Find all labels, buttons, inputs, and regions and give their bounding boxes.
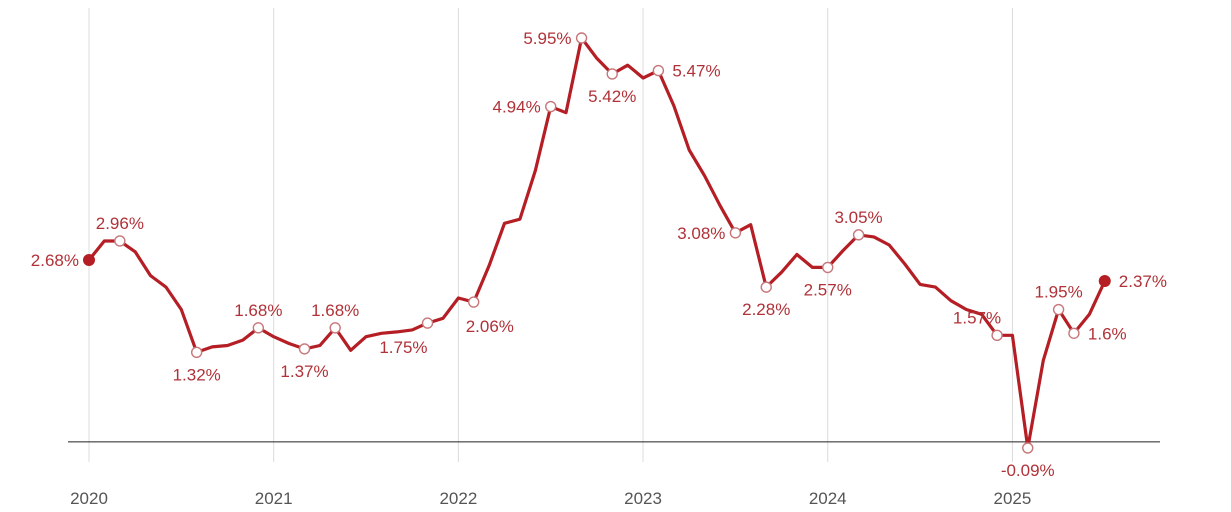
data-label: 1.68% xyxy=(311,301,359,320)
point-marker xyxy=(606,68,618,80)
point-marker xyxy=(729,227,742,239)
endpoint-marker xyxy=(83,253,95,266)
endpoint-marker xyxy=(1098,275,1111,288)
point-marker xyxy=(575,32,588,44)
data-label: 1.75% xyxy=(379,338,427,357)
point-marker xyxy=(545,100,557,113)
point-marker xyxy=(852,229,865,241)
data-labels: 2.68% 2.96% 1.32% 1.68% 1.37% 1.68% 1.75% 2.06%… xyxy=(31,29,1167,480)
grid-lines xyxy=(88,8,1013,462)
point-markers xyxy=(83,32,1111,454)
data-label: 2.06% xyxy=(466,317,514,336)
data-label: 1.37% xyxy=(280,362,328,381)
x-tick-label: 2025 xyxy=(994,489,1032,508)
data-label: 4.94% xyxy=(493,98,541,117)
data-label: 1.57% xyxy=(953,308,1001,327)
data-label: 2.37% xyxy=(1119,272,1167,291)
point-marker xyxy=(114,235,126,247)
point-marker xyxy=(467,296,480,308)
data-label: 2.68% xyxy=(31,251,79,270)
x-axis: 2020 2021 2022 2023 2024 2025 xyxy=(68,441,1160,508)
point-marker xyxy=(421,317,434,329)
point-marker xyxy=(1052,303,1065,316)
data-label: 2.28% xyxy=(742,300,790,319)
x-tick-label: 2024 xyxy=(809,489,847,508)
point-marker xyxy=(822,261,834,274)
data-label: 3.08% xyxy=(677,224,725,243)
data-label: 5.95% xyxy=(523,29,571,48)
point-marker xyxy=(760,281,772,293)
data-label: -0.09% xyxy=(1001,461,1055,480)
point-marker xyxy=(1068,327,1080,339)
point-marker xyxy=(991,329,1003,342)
data-label: 1.95% xyxy=(1034,283,1082,302)
point-marker xyxy=(252,322,265,334)
point-marker xyxy=(190,346,203,358)
point-marker xyxy=(298,343,311,355)
data-label: 1.32% xyxy=(173,365,221,384)
x-tick-label: 2023 xyxy=(624,489,662,508)
data-label: 3.05% xyxy=(834,208,882,227)
point-marker xyxy=(1022,442,1034,454)
data-label: 2.96% xyxy=(96,214,144,233)
data-label: 5.42% xyxy=(588,87,636,106)
data-label: 2.57% xyxy=(804,280,852,299)
data-label: 1.6% xyxy=(1088,324,1127,343)
x-tick-label: 2021 xyxy=(255,489,293,508)
point-marker xyxy=(652,64,665,77)
x-tick-label: 2022 xyxy=(439,489,477,508)
data-label: 1.68% xyxy=(234,301,282,320)
x-tick-label: 2020 xyxy=(70,489,108,508)
data-label: 5.47% xyxy=(672,62,720,81)
point-marker xyxy=(329,322,341,334)
